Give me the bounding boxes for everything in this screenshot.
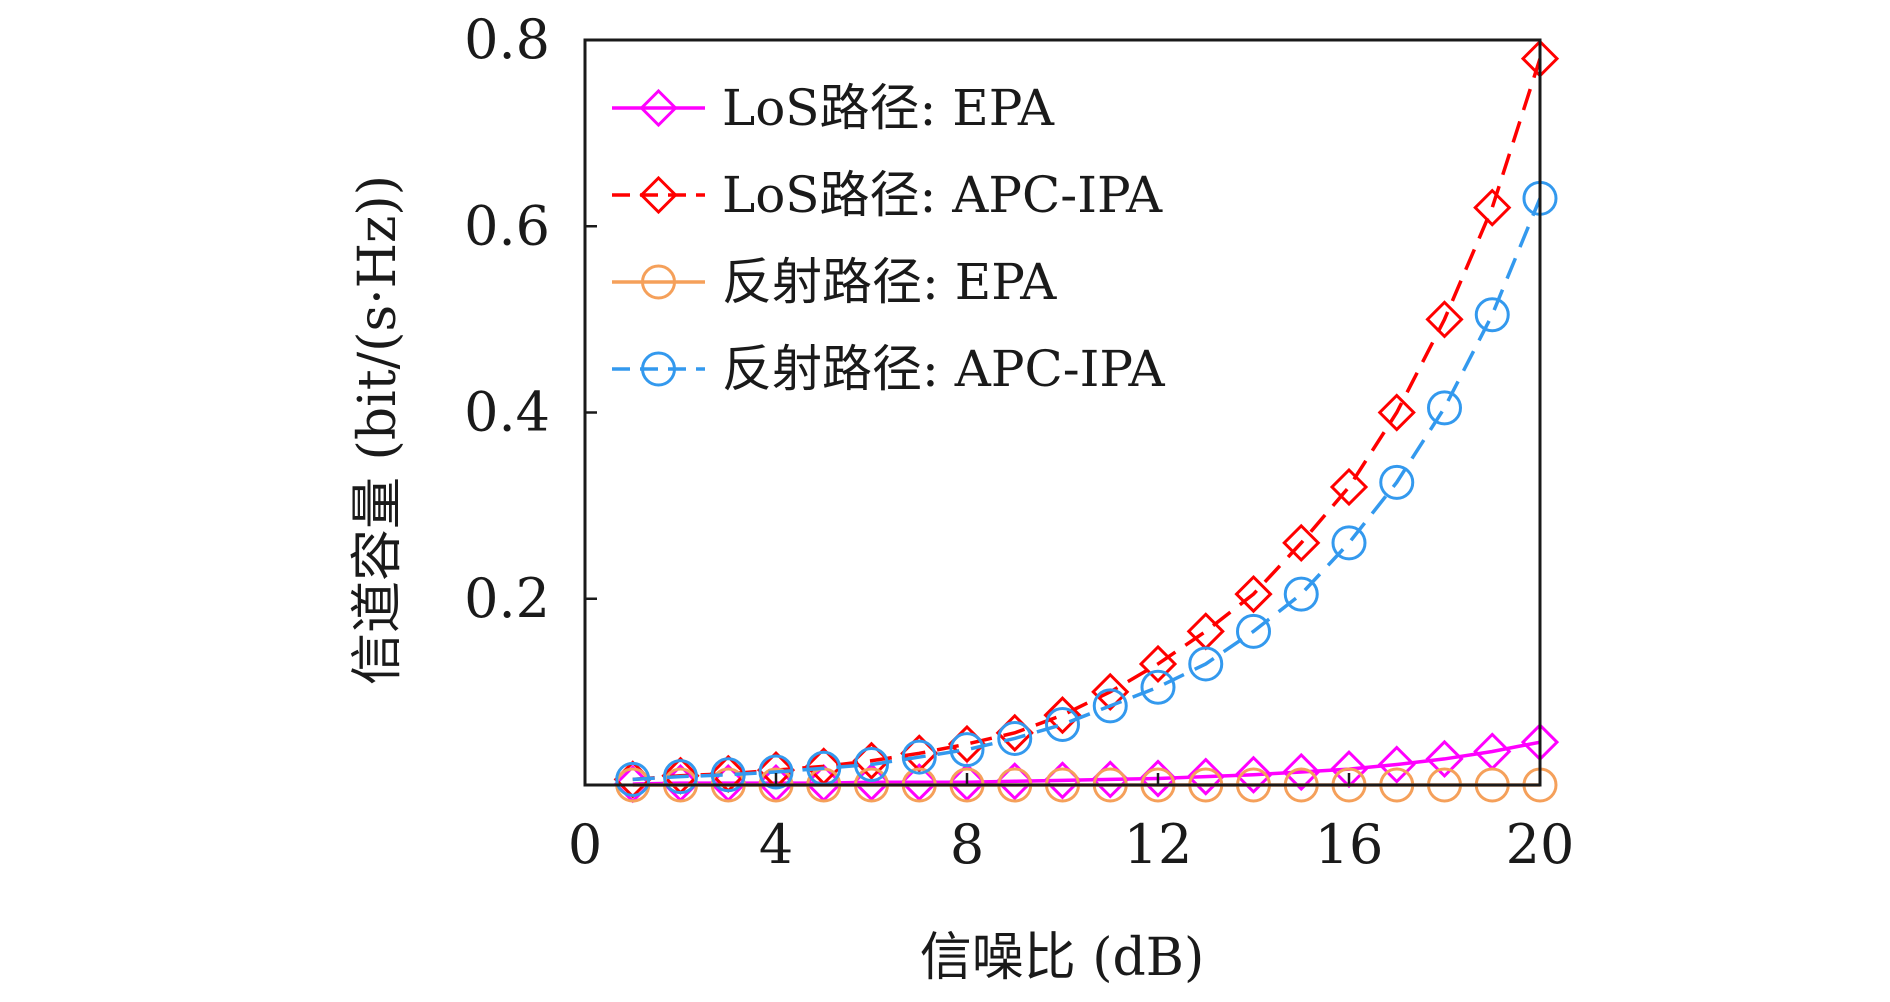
legend-item: 反射路径: APC-IPA (612, 340, 1165, 398)
data-point (758, 754, 794, 790)
x-tick-label: 0 (568, 813, 602, 876)
data-point (1138, 644, 1178, 684)
legend-label: LoS路径: EPA (722, 79, 1055, 137)
y-axis: 0.2 0.4 0.6 0.8 (464, 8, 597, 630)
data-point (1377, 393, 1416, 432)
series-line (632, 740, 1541, 786)
legend-item: LoS路径: EPA (612, 79, 1055, 137)
x-tick-label: 8 (950, 813, 984, 876)
data-point (997, 720, 1033, 756)
y-axis-label: 信道容量 (bit/(s·Hz)) (348, 175, 408, 685)
data-point (949, 732, 985, 768)
x-axis: 0 4 8 12 16 20 (568, 773, 1575, 876)
y-tick-label: 0.8 (464, 8, 550, 71)
data-point (900, 763, 939, 802)
series-los-apc-ipa (613, 39, 1560, 799)
legend-item: LoS路径: APC-IPA (612, 166, 1163, 224)
legend-marker (641, 264, 676, 300)
legend-marker (639, 175, 678, 215)
x-tick-label: 12 (1124, 813, 1193, 876)
legend-label: LoS路径: APC-IPA (722, 166, 1163, 224)
data-point (1282, 752, 1321, 792)
data-point (1425, 300, 1464, 339)
data-point (1473, 188, 1512, 227)
data-point (947, 763, 987, 802)
data-point (1425, 739, 1464, 779)
legend-marker (639, 88, 678, 128)
data-point (1234, 574, 1273, 614)
data-point (1329, 467, 1369, 507)
data-point (1283, 576, 1319, 612)
series-apc-ipa (615, 180, 1558, 797)
plot-area (613, 39, 1560, 804)
data-point (1188, 646, 1224, 682)
data-point (1186, 612, 1225, 651)
data-point (1043, 696, 1082, 735)
data-point (615, 761, 651, 797)
x-tick-label: 16 (1315, 813, 1384, 876)
y-tick-label: 0.2 (464, 567, 550, 630)
series-line (632, 197, 1542, 782)
data-point (854, 747, 889, 783)
data-point (1091, 672, 1130, 711)
y-tick-label: 0.6 (464, 194, 550, 257)
data-point (1282, 523, 1321, 562)
data-point (901, 739, 937, 775)
data-point (1234, 755, 1273, 794)
data-point (1377, 745, 1416, 784)
x-tick-label: 4 (759, 813, 793, 876)
data-point (1427, 390, 1462, 426)
data-point (710, 757, 746, 793)
data-point (1140, 669, 1176, 705)
data-point (1236, 613, 1271, 649)
legend-marker (641, 351, 676, 387)
y-tick-label: 0.4 (464, 381, 550, 444)
legend: LoS路径: EPA LoS路径: APC-IPA 反射路径: EPA 反射路径: A… (612, 79, 1165, 398)
data-point (663, 759, 698, 795)
legend-label: 反射路径: APC-IPA (722, 340, 1165, 398)
data-point (1045, 706, 1080, 742)
legend-label: 反射路径: EPA (722, 253, 1057, 311)
series-los-epa (613, 723, 1560, 804)
x-axis-label: 信噪比 (dB) (920, 928, 1205, 988)
legend-item: 反射路径: EPA (612, 253, 1057, 311)
data-point (1092, 688, 1128, 724)
data-point (1186, 757, 1225, 796)
data-point (1331, 525, 1367, 561)
x-tick-label: 20 (1506, 813, 1575, 876)
data-point (1474, 297, 1510, 333)
data-point (1379, 464, 1415, 500)
